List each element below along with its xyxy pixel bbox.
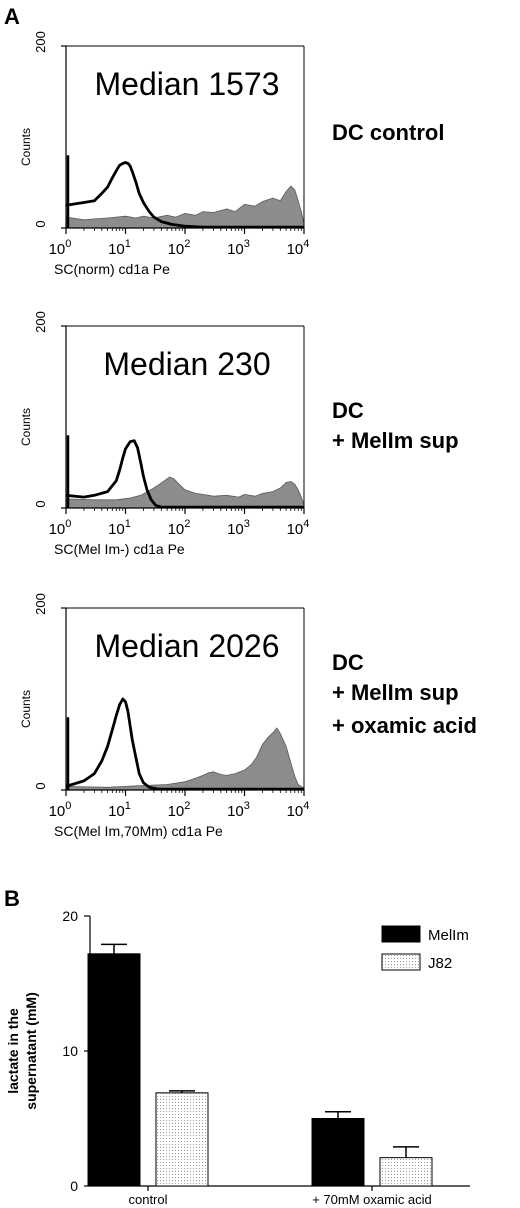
panel-b-letter: B [4,886,20,911]
legend-label: J82 [428,955,452,972]
x-tick-label: 100 [49,800,72,820]
x-tick-label: control [128,1192,167,1207]
panel-a-letter: A [4,4,20,29]
median-label-box [74,618,296,670]
x-tick-label: 103 [227,800,250,820]
x-tick-label: 102 [168,238,191,258]
x-tick-label: 102 [168,800,191,820]
x-axis-label: SC(Mel Im,70Mm) cd1a Pe [54,823,223,839]
x-tick-label: 100 [49,238,72,258]
x-tick-label: 104 [287,238,310,258]
y-tick-label: 0 [70,1178,78,1194]
bar [155,1092,209,1187]
open-histogram-series [65,439,304,509]
condition-label: + MelIm sup [332,428,459,453]
y-tick-label: 0 [33,500,48,507]
median-label: Median 1573 [94,66,279,102]
median-label-box [74,56,296,108]
median-label-box [74,336,296,388]
x-tick-label: 104 [287,518,310,538]
y-axis-label: lactate in the [5,1008,21,1094]
legend-swatch [381,953,421,971]
x-tick-label: 101 [108,800,131,820]
y-axis-label: supernatant (mM) [23,992,39,1109]
y-tick-label: 200 [33,593,48,615]
x-axis-label: SC(Mel Im-) cd1a Pe [54,541,185,557]
legend-swatch [381,925,421,943]
histogram-dc-control: 0 200 Counts 100 101 102 103 104 SC(norm) cd1a P… [19,31,444,277]
y-tick-label: 10 [62,1043,78,1059]
x-axis-label: SC(norm) cd1a Pe [54,261,170,277]
y-tick-label: 200 [33,311,48,333]
y-axis-label: Counts [19,690,33,728]
condition-label: DC [332,398,364,423]
y-axis-label: Counts [19,408,33,446]
condition-label: DC control [332,120,444,145]
x-tick-label: 104 [287,800,310,820]
median-label: Median 230 [103,346,270,382]
x-tick-label: + 70mM oxamic acid [312,1192,432,1207]
y-tick-label: 200 [33,31,48,53]
open-histogram-series [65,697,304,791]
filled-histogram-series [65,476,305,509]
filled-histogram-series [65,185,305,229]
filled-histogram-series [65,727,305,791]
median-label: Median 2026 [94,628,279,664]
condition-label: DC [332,650,364,675]
lactate-bar-chart: 0 10 20 lactate in the supernatant (mM) contr… [5,908,470,1207]
histogram-dc-melim-sup: 0 200 Counts 100 101 102 103 104 SC(Mel Im-) cd1… [19,311,459,557]
y-tick-label: 0 [33,782,48,789]
y-tick-label: 0 [33,220,48,227]
y-tick-label: 20 [62,908,78,924]
x-tick-label: 101 [108,238,131,258]
histogram-dc-melim-sup-oxamic-acid: 0 200 Counts 100 101 102 103 104 SC(Mel Im,70Mm)… [19,593,477,839]
x-tick-label: 102 [168,518,191,538]
x-tick-label: 103 [227,518,250,538]
bar [311,1118,365,1187]
x-tick-label: 103 [227,238,250,258]
bar [87,953,141,1187]
condition-label: + MelIm sup [332,680,459,705]
x-tick-label: 101 [108,518,131,538]
y-axis-label: Counts [19,128,33,166]
bar [379,1157,433,1187]
x-tick-label: 100 [49,518,72,538]
legend-label: MelIm [428,927,469,944]
condition-label: + oxamic acid [332,713,477,738]
open-histogram-series [65,161,304,229]
